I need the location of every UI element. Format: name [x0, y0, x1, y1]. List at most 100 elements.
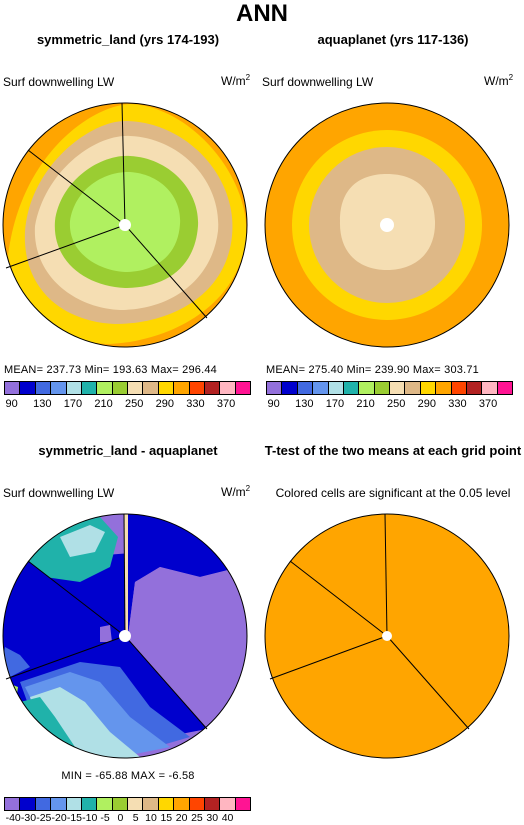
colorbar-swatch: [204, 798, 221, 810]
panel1-land-boundaries: [5, 102, 208, 319]
panel4-polar-map: [264, 513, 510, 759]
panel3-land-boundaries: [5, 513, 208, 730]
colorbar-swatch: [466, 382, 483, 394]
colorbar-swatch: [497, 382, 512, 394]
panel2-variable-label: Surf downwelling LW: [262, 75, 374, 89]
colorbar-tick-label: 290: [155, 398, 174, 410]
colorbar-swatch: [297, 382, 314, 394]
colorbar-swatch: [482, 382, 498, 394]
panel2-units: W/m2: [484, 73, 514, 88]
colorbar-swatch: [204, 382, 221, 394]
colorbar-swatch: [235, 798, 250, 810]
panel3-polar-map: [2, 513, 248, 759]
panel2-colorbar: [266, 381, 513, 395]
colorbar-swatch: [189, 382, 205, 394]
panel1-variable-label: Surf downwelling LW: [3, 75, 115, 89]
panel1-stats: MEAN= 237.73 Min= 193.63 Max= 296.44: [4, 364, 217, 376]
panel3-stats: MIN = -65.88 MAX = -6.58: [61, 770, 195, 782]
colorbar-tick-label: 25: [191, 812, 203, 824]
colorbar-tick-label: 370: [478, 398, 498, 410]
colorbar-swatch: [436, 382, 452, 394]
colorbar-tick-label: 210: [356, 398, 375, 410]
colorbar-swatch: [374, 382, 390, 394]
colorbar-swatch: [189, 798, 205, 810]
panel3-variable-label: Surf downwelling LW: [3, 486, 115, 500]
colorbar-swatch: [128, 382, 144, 394]
colorbar-tick-label: 90: [267, 398, 280, 410]
colorbar-swatch: [158, 382, 175, 394]
colorbar-swatch: [220, 382, 236, 394]
panel3-colorbar-ticks: -40 -30 -25 -20 -15 -10 -5 0 5 10 15 20 25 30 40: [4, 812, 249, 825]
colorbar-swatch: [97, 798, 113, 810]
colorbar-tick-label: 90: [5, 398, 18, 410]
colorbar-tick-label: 330: [186, 398, 205, 410]
colorbar-tick-label: -25: [36, 812, 52, 824]
colorbar-tick-label: 10: [145, 812, 157, 824]
colorbar-swatch: [81, 382, 98, 394]
colorbar-swatch: [128, 798, 144, 810]
colorbar-swatch: [235, 382, 250, 394]
colorbar-tick-label: 0: [117, 812, 124, 824]
colorbar-tick-label: -5: [100, 812, 110, 824]
colorbar-swatch: [5, 382, 21, 394]
colorbar-tick-label: 130: [295, 398, 314, 410]
colorbar-swatch: [405, 382, 421, 394]
colorbar-tick-label: 170: [325, 398, 345, 410]
colorbar-swatch: [5, 798, 21, 810]
colorbar-swatch: [20, 382, 36, 394]
panel1-colorbar: [4, 381, 251, 395]
colorbar-swatch: [158, 798, 175, 810]
colorbar-swatch: [359, 382, 375, 394]
panel4-title: T-test of the two means at each grid poi…: [264, 443, 522, 458]
colorbar-tick-label: -30: [20, 812, 37, 824]
colorbar-tick-label: 290: [417, 398, 436, 410]
colorbar-swatch: [143, 382, 159, 394]
colorbar-tick-label: 330: [448, 398, 467, 410]
panel2-title: aquaplanet (yrs 117-136): [317, 32, 469, 47]
panel3-title: symmetric_land - aquaplanet: [38, 443, 218, 458]
colorbar-swatch: [51, 382, 67, 394]
colorbar-swatch: [174, 798, 190, 810]
colorbar-tick-label: 15: [160, 812, 173, 824]
colorbar-swatch: [343, 382, 360, 394]
colorbar-swatch: [143, 798, 159, 810]
colorbar-tick-label: 5: [132, 812, 139, 824]
panel2-polar-map: [264, 102, 510, 348]
colorbar-tick-label: 40: [221, 812, 234, 824]
colorbar-swatch: [420, 382, 437, 394]
figure-title: ANN: [236, 0, 288, 27]
panel1-colorbar-ticks: 90 130 170 210 250 290 330 370: [4, 398, 249, 412]
colorbar-tick-label: -10: [82, 812, 98, 824]
colorbar-tick-label: -15: [66, 812, 83, 824]
colorbar-swatch: [20, 798, 36, 810]
colorbar-tick-label: -20: [51, 812, 67, 824]
colorbar-swatch: [112, 382, 128, 394]
panel3-units: W/m2: [221, 484, 251, 499]
colorbar-swatch: [66, 382, 82, 394]
colorbar-swatch: [66, 798, 82, 810]
colorbar-tick-label: 20: [175, 812, 188, 824]
colorbar-swatch: [81, 798, 98, 810]
colorbar-swatch: [51, 798, 67, 810]
panel4-significance-note: Colored cells are significant at the 0.0…: [275, 486, 511, 500]
colorbar-swatch: [35, 382, 52, 394]
colorbar-tick-label: 30: [206, 812, 219, 824]
colorbar-swatch: [267, 382, 283, 394]
panel1-units: W/m2: [221, 73, 251, 88]
colorbar-swatch: [220, 798, 236, 810]
colorbar-tick-label: -40: [5, 812, 21, 824]
panel1-title: symmetric_land (yrs 174-193): [36, 32, 220, 47]
colorbar-swatch: [390, 382, 406, 394]
colorbar-tick-label: 250: [386, 398, 406, 410]
panel1-polar-map: [2, 102, 248, 348]
colorbar-tick-label: 170: [63, 398, 83, 410]
panel2-stats: MEAN= 275.40 Min= 239.90 Max= 303.71: [266, 364, 479, 376]
colorbar-tick-label: 130: [33, 398, 52, 410]
colorbar-swatch: [174, 382, 190, 394]
colorbar-tick-label: 210: [94, 398, 113, 410]
colorbar-swatch: [112, 798, 128, 810]
panel4-land-boundaries: [269, 513, 470, 730]
colorbar-swatch: [451, 382, 467, 394]
colorbar-swatch: [282, 382, 298, 394]
colorbar-swatch: [35, 798, 52, 810]
